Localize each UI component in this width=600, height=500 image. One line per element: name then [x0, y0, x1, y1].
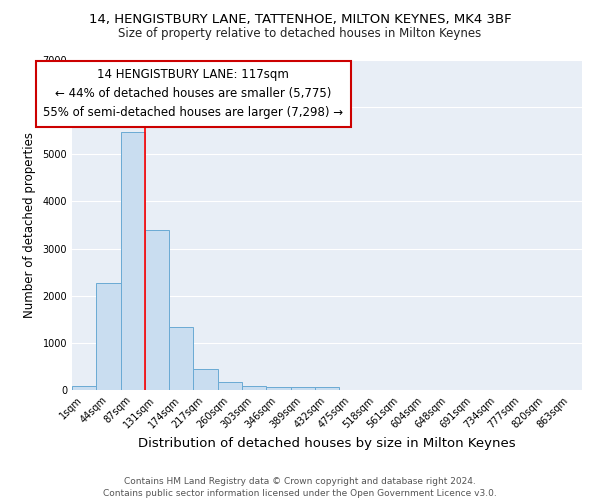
- X-axis label: Distribution of detached houses by size in Milton Keynes: Distribution of detached houses by size …: [138, 437, 516, 450]
- Bar: [242, 386, 266, 390]
- Text: 14, HENGISTBURY LANE, TATTENHOE, MILTON KEYNES, MK4 3BF: 14, HENGISTBURY LANE, TATTENHOE, MILTON …: [89, 12, 511, 26]
- Text: 14 HENGISTBURY LANE: 117sqm
← 44% of detached houses are smaller (5,775)
55% of : 14 HENGISTBURY LANE: 117sqm ← 44% of det…: [43, 68, 343, 120]
- Text: Size of property relative to detached houses in Milton Keynes: Size of property relative to detached ho…: [118, 28, 482, 40]
- Text: Contains HM Land Registry data © Crown copyright and database right 2024.
Contai: Contains HM Land Registry data © Crown c…: [103, 476, 497, 498]
- Bar: [315, 388, 339, 390]
- Bar: [266, 387, 290, 390]
- Y-axis label: Number of detached properties: Number of detached properties: [23, 132, 35, 318]
- Bar: [169, 328, 193, 390]
- Bar: [218, 382, 242, 390]
- Bar: [72, 386, 96, 390]
- Bar: [145, 230, 169, 390]
- Bar: [96, 282, 121, 390]
- Bar: [121, 132, 145, 390]
- Bar: [290, 388, 315, 390]
- Bar: [193, 369, 218, 390]
